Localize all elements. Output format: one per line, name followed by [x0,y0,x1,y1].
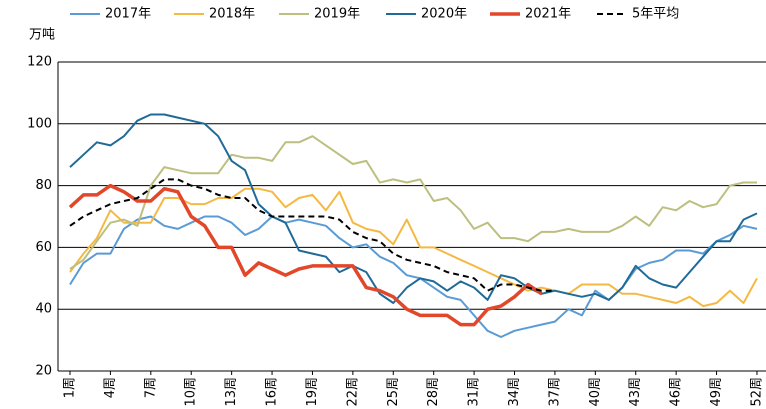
series-line [69,135,757,270]
x-tick-label: 28周 [426,377,441,407]
series-line [69,178,555,292]
x-tick-label: 49周 [709,377,724,407]
x-tick-label: 13周 [224,377,239,407]
y-tick-label: 80 [35,178,52,193]
x-tick-label: 43周 [628,377,643,407]
x-tick-label: 1周 [63,377,78,398]
x-tick-label: 19周 [305,377,320,407]
legend-label: 5年平均 [632,7,679,22]
x-tick-label: 46周 [669,377,684,407]
series-line [69,113,758,304]
legend-label: 2018年 [209,7,255,22]
x-tick-label: 10周 [184,377,199,407]
series-line [69,215,758,338]
series-line [68,183,543,327]
x-tick-label: 40周 [588,377,603,407]
y-tick-label: 20 [35,364,52,379]
y-tick-label: 100 [27,116,52,131]
legend-label: 2020年 [421,7,467,22]
x-tick-label: 7周 [143,377,158,398]
x-tick-label: 16周 [265,377,280,407]
x-tick-label: 22周 [345,377,360,407]
x-tick-label: 4周 [103,377,118,398]
x-tick-label: 52周 [749,377,764,407]
legend-label: 2021年 [525,7,571,22]
x-tick-label: 34周 [507,377,522,407]
legend-label: 2017年 [105,7,151,22]
x-tick-label: 37周 [547,377,562,407]
y-tick-label: 60 [35,240,52,255]
y-tick-label: 40 [35,302,52,317]
x-tick-label: 31周 [467,377,482,407]
x-tick-label: 25周 [386,377,401,407]
y-axis-label: 万吨 [29,28,55,43]
legend-label: 2019年 [314,7,360,22]
y-tick-label: 120 [27,55,52,70]
legend: 2017年 2018年 2019年 2020年 2021年 5年平均 [70,7,679,22]
